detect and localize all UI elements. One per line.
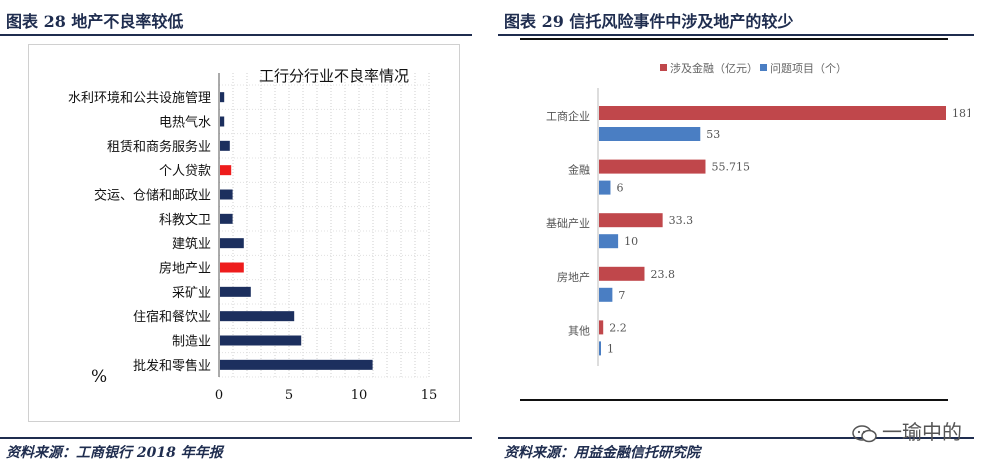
bar-2	[220, 140, 230, 151]
category-label-10: 制造业	[172, 335, 211, 350]
bottom-rule	[498, 437, 974, 439]
right-panel: 图表 29 信托风险事件中涉及地产的较少 涉及金融（亿元） 问题项目（个） 工商企业…	[498, 0, 990, 469]
category-label-1: 金融	[568, 163, 590, 177]
category-label-0: 水利环境和公共设施管理	[68, 91, 211, 106]
unit-label: %	[91, 367, 107, 387]
watermark-text: 一瑜中的	[882, 420, 962, 444]
bar-0-1	[599, 159, 706, 174]
bottom-rule	[0, 437, 472, 439]
figure-29-source: 资料来源：用益金融信托研究院	[504, 445, 700, 461]
x-tick-label-1: 5	[285, 388, 293, 403]
category-label-11: 批发和零售业	[133, 358, 211, 374]
chart-bottom-line	[520, 399, 948, 401]
figure-29-title: 图表 29 信托风险事件中涉及地产的较少	[504, 12, 794, 31]
value-label-0-1: 55.715	[711, 161, 750, 174]
category-label-8: 采矿业	[172, 286, 211, 301]
value-label-1-1: 6	[616, 182, 623, 195]
category-label-9: 住宿和餐饮业	[133, 309, 211, 325]
top-rule	[0, 34, 472, 36]
bar-0-2	[599, 213, 663, 228]
npl-bar-chart: 工行分行业不良率情况水利环境和公共设施管理电热气水租赁和商务服务业个人贷款交运、…	[68, 67, 438, 403]
bar-4	[220, 189, 233, 200]
bar-8	[220, 286, 251, 297]
category-label-4: 其他	[568, 324, 590, 337]
bar-11	[220, 359, 373, 370]
chart-title: 工行分行业不良率情况	[259, 67, 409, 85]
x-tick-label-2: 10	[351, 388, 368, 403]
top-rule	[498, 34, 974, 36]
bar-0-4	[599, 320, 604, 335]
value-label-1-4: 1	[607, 342, 614, 355]
legend-swatch-1	[760, 64, 767, 71]
bar-7	[220, 262, 244, 273]
legend-label-0: 涉及金融（亿元）	[670, 61, 758, 75]
trust-risk-bar-chart: 涉及金融（亿元） 问题项目（个） 工商企业 181.569 53 金融 55.715 6 基础产…	[546, 61, 990, 366]
value-label-1-2: 10	[624, 235, 638, 248]
bar-1-4	[599, 341, 601, 356]
trust-chart-frame: 涉及金融（亿元） 问题项目（个） 工商企业 181.569 53 金融 55.715 6 基础产…	[520, 42, 990, 398]
category-label-2: 租赁和商务服务业	[107, 139, 211, 155]
bar-9	[220, 311, 295, 322]
x-tick-label-0: 0	[215, 388, 223, 403]
left-panel: 图表 28 地产不良率较低 工行分行业不良率情况水利环境和公共设施管理电热气水租…	[0, 0, 472, 469]
category-label-6: 建筑业	[172, 236, 211, 252]
bar-10	[220, 335, 302, 346]
bar-1-1	[599, 180, 611, 195]
category-label-3: 个人贷款	[159, 164, 211, 179]
figure-28-source: 资料来源：工商银行 2018 年年报	[6, 445, 223, 461]
bar-1	[220, 116, 225, 127]
value-label-0-4: 2.2	[609, 321, 627, 334]
bar-0	[220, 92, 225, 103]
category-label-7: 房地产业	[159, 261, 211, 277]
wechat-icon	[852, 424, 877, 442]
bar-1-3	[599, 287, 613, 302]
value-label-0-0: 181.569	[952, 107, 970, 120]
category-label-2: 基础产业	[546, 216, 590, 230]
bar-0-3	[599, 266, 645, 281]
category-label-1: 电热气水	[159, 115, 211, 131]
value-label-1-3: 7	[618, 289, 625, 302]
bar-3	[220, 165, 232, 176]
x-tick-label-3: 15	[421, 388, 438, 403]
bar-0-0	[599, 106, 946, 120]
bar-6	[220, 238, 244, 249]
category-label-5: 科教文卫	[159, 212, 211, 228]
watermark: 一瑜中的	[852, 416, 962, 445]
figure-28-title: 图表 28 地产不良率较低	[6, 12, 184, 31]
value-label-0-2: 33.3	[669, 214, 694, 227]
legend-swatch-0	[660, 64, 667, 71]
npl-chart-frame: 工行分行业不良率情况水利环境和公共设施管理电热气水租赁和商务服务业个人贷款交运、…	[28, 44, 460, 422]
chart-top-line	[520, 38, 948, 40]
bar-1-2	[599, 234, 619, 249]
legend-label-1: 问题项目（个）	[770, 62, 847, 75]
value-label-1-0: 53	[706, 128, 720, 141]
category-label-4: 交运、仓储和邮政业	[94, 188, 211, 204]
bar-5	[220, 213, 233, 224]
category-label-3: 房地产	[557, 270, 590, 284]
bar-1-0	[599, 127, 701, 141]
value-label-0-3: 23.8	[650, 268, 675, 281]
category-label-0: 工商企业	[546, 109, 590, 123]
